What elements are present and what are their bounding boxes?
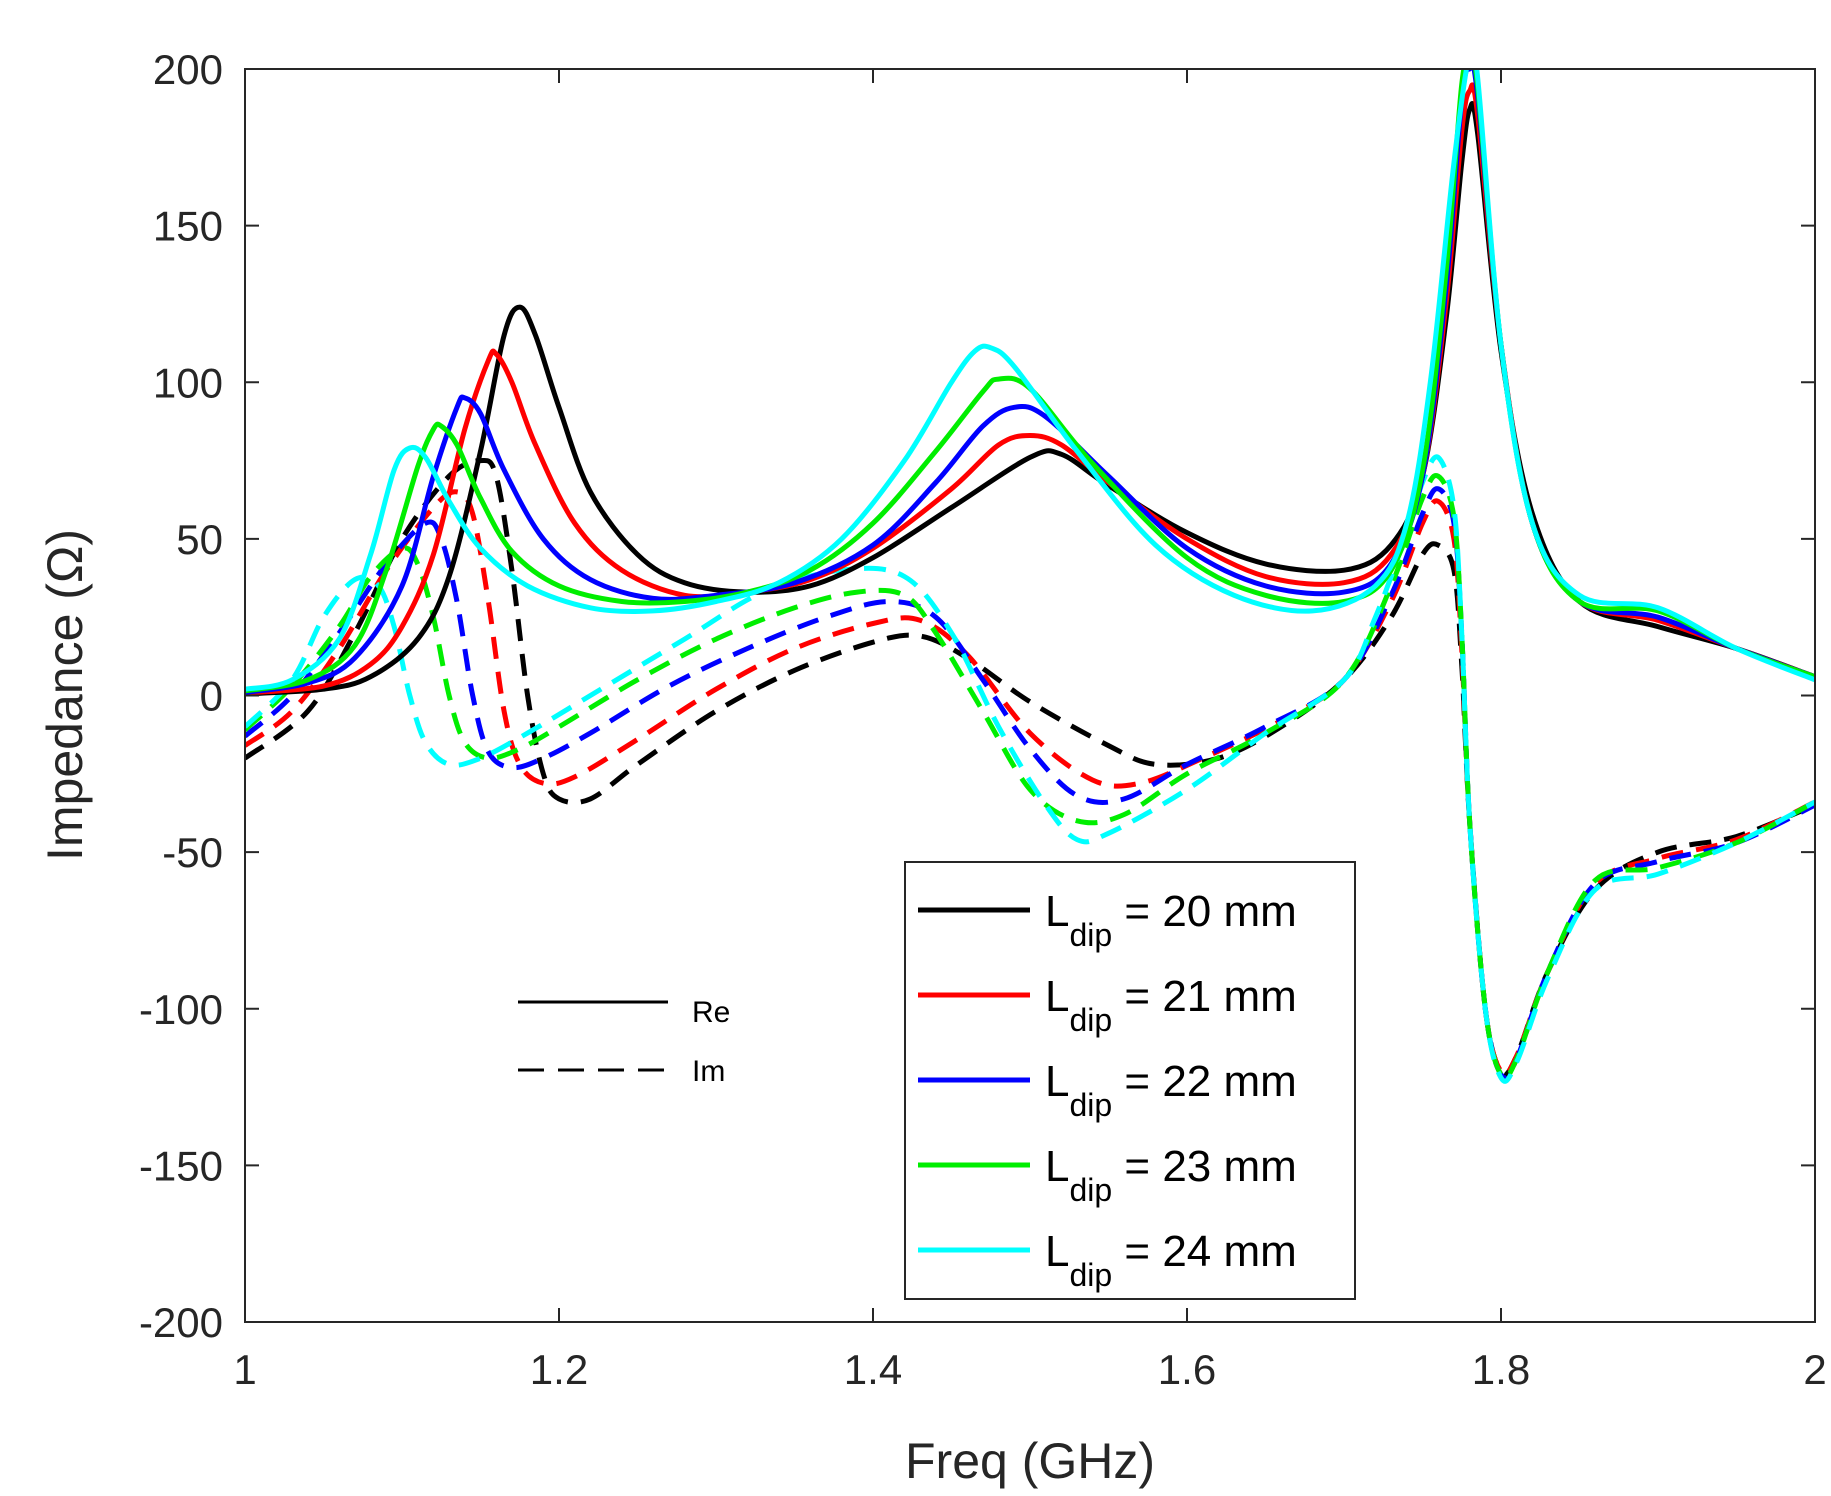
legend-label-3: Ldip = 22 mm	[1045, 1057, 1297, 1123]
series-im-line-2	[245, 489, 1815, 1078]
x-tick-label: 1.4	[844, 1346, 902, 1393]
x-tick-label: 1.6	[1158, 1346, 1216, 1393]
ticks-layer: 1 1.2 1.4 1.6 1.8 2 200 150 100 50 0 -50 -100 -150 -20…	[139, 46, 1827, 1393]
y-tick-label: 200	[153, 46, 223, 93]
y-tick-label: 0	[200, 673, 223, 720]
legend-label-1: Ldip = 20 mm	[1045, 887, 1297, 953]
legend-label-4: Ldip = 23 mm	[1045, 1142, 1297, 1208]
x-tick-label: 1.2	[530, 1346, 588, 1393]
series-layer	[245, 69, 1815, 1084]
y-tick-label: 150	[153, 203, 223, 250]
y-tick-label: 100	[153, 359, 223, 406]
x-tick-label: 1.8	[1472, 1346, 1530, 1393]
im-style-label: Im	[692, 1055, 725, 1088]
x-tick-label: 1	[233, 1346, 256, 1393]
y-tick-label: -150	[139, 1142, 223, 1189]
x-tick-label: 2	[1803, 1346, 1826, 1393]
y-tick-label: -50	[162, 829, 223, 876]
legend: Ldip = 20 mm Ldip = 21 mm Ldip = 22 mm Ldip…	[904, 861, 1356, 1300]
re-style-label: Re	[692, 996, 730, 1029]
x-axis-label: Freq (GHz)	[905, 1433, 1155, 1489]
y-axis-label: Impedance (Ω)	[37, 529, 93, 861]
series-im-line-5	[245, 454, 1815, 1084]
y-tick-label: -200	[139, 1299, 223, 1346]
y-tick-label: 50	[176, 516, 223, 563]
y-tick-label: -100	[139, 986, 223, 1033]
series-re-line-5	[245, 69, 1815, 692]
legend-label-2: Ldip = 21 mm	[1045, 972, 1297, 1038]
line-style-legend: Re Im	[518, 996, 730, 1088]
legend-label-5: Ldip = 24 mm	[1045, 1227, 1297, 1293]
series-im-line-1	[245, 457, 1815, 1078]
